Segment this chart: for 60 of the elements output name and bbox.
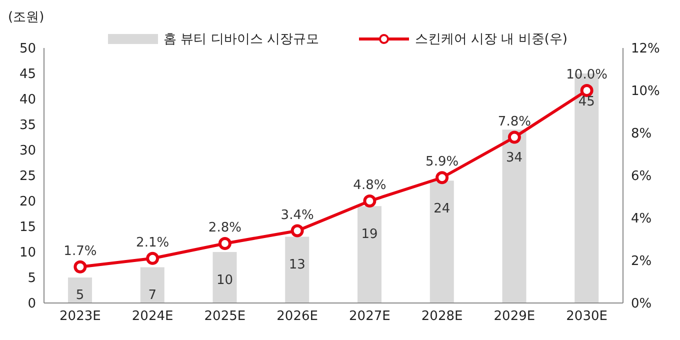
point <box>74 260 87 274</box>
y-tick-label: 35 <box>19 118 36 134</box>
y-tick-label: 10 <box>19 246 36 261</box>
data-label: 2.8% <box>208 220 242 236</box>
y-tick-label: 45 <box>19 67 36 82</box>
data-label: 19 <box>361 227 378 242</box>
y2-tick-label: 0% <box>631 296 652 312</box>
point <box>436 171 449 184</box>
y-axis-title: (조원) <box>8 9 44 26</box>
x-tick-label: 2027E <box>349 309 390 324</box>
data-label: 7.8% <box>498 114 531 130</box>
data-label: 3.4% <box>280 208 314 223</box>
y-tick-label: 0 <box>28 296 36 312</box>
bar <box>430 180 454 303</box>
x-tick-label: 2030E <box>566 309 608 324</box>
point <box>290 224 304 238</box>
point <box>580 84 594 97</box>
bar <box>285 236 310 303</box>
x-tick-label: 2023E <box>60 309 101 324</box>
point <box>508 130 521 144</box>
point <box>363 194 376 208</box>
point <box>218 237 232 250</box>
x-tick-label: 2029E <box>494 309 536 324</box>
y2-tick-label: 12% <box>631 42 660 57</box>
y2-tick-label: 10% <box>631 84 660 100</box>
data-label: 10 <box>216 273 234 288</box>
x-tick-label: 2028E <box>421 309 463 324</box>
data-label: 5.9% <box>426 154 459 170</box>
bar <box>68 278 92 303</box>
y-tick-label: 15 <box>19 220 36 236</box>
point <box>146 252 160 265</box>
y2-tick-label: 4% <box>631 212 652 227</box>
bar <box>358 206 382 303</box>
y-tick-label: 25 <box>19 169 36 184</box>
legend-label: 홈 뷰티 디바이스 시장규모 <box>164 31 319 48</box>
legend-label: 스킨케어 시장 내 비중(우) <box>414 31 568 48</box>
data-label: 10.0% <box>566 68 608 82</box>
y-tick-label: 50 <box>19 42 36 57</box>
x-tick-label: 2026E <box>276 309 318 324</box>
y-tick-label: 5 <box>28 271 36 286</box>
y-tick-label: 40 <box>19 92 36 108</box>
data-label: 45 <box>578 94 595 110</box>
data-label: 13 <box>288 258 306 273</box>
data-label: 5 <box>76 288 84 303</box>
bar <box>140 267 164 303</box>
y2-tick-label: 2% <box>631 254 652 270</box>
data-label: 34 <box>506 150 523 166</box>
data-label: 24 <box>434 202 450 217</box>
y-tick-label: 20 <box>19 194 36 210</box>
data-label: 4.8% <box>353 178 386 193</box>
y-tick-label: 30 <box>19 144 36 159</box>
data-label: 1.7% <box>64 244 97 259</box>
y2-tick-label: 6% <box>631 169 652 184</box>
data-label: 2.1% <box>136 235 170 250</box>
x-tick-label: 2024E <box>132 309 174 324</box>
bar <box>212 252 237 303</box>
x-tick-label: 2025E <box>204 309 246 324</box>
data-label: 7 <box>148 288 157 303</box>
y2-tick-label: 8% <box>631 126 652 142</box>
bar <box>502 130 526 303</box>
